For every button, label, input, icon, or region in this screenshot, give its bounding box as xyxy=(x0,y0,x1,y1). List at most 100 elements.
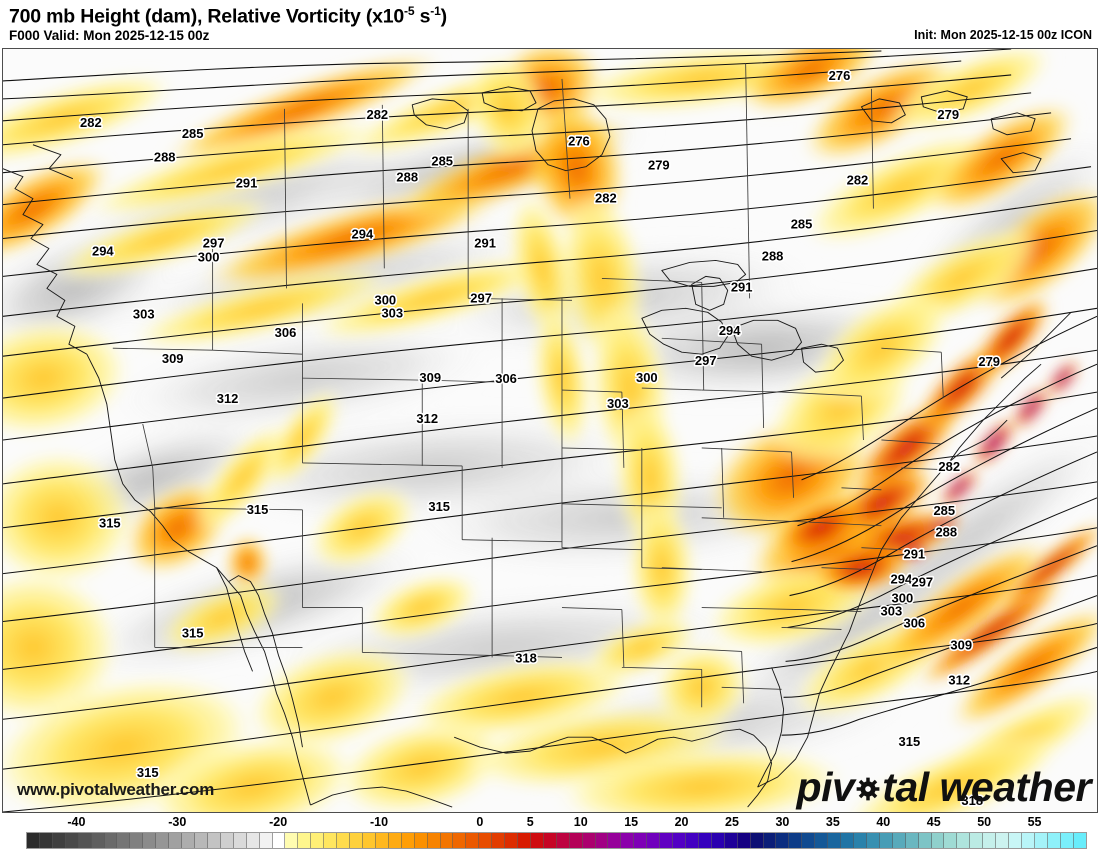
contour-label-halo: 315 xyxy=(428,499,450,514)
colorbar-tick-label: 35 xyxy=(825,815,840,829)
contour-label-halo: 300 xyxy=(198,249,220,264)
contour-label-halo: 285 xyxy=(431,154,453,169)
contour-label: 297 xyxy=(695,353,717,368)
colorbar-cell xyxy=(673,833,687,848)
colorbar-tick-label: 15 xyxy=(624,815,639,829)
contour-label-halo: 312 xyxy=(416,411,438,426)
contour-label: 312 xyxy=(217,391,239,406)
contour-label: 297 xyxy=(911,575,933,590)
colorbar-cell xyxy=(492,833,506,848)
colorbar-cell xyxy=(957,833,971,848)
colorbar-cell xyxy=(233,833,247,848)
contour-label: 276 xyxy=(568,134,590,149)
colorbar-cell xyxy=(1047,833,1061,848)
map-canvas[interactable]: 282 282 285 285 288 288 291 291 294 294 297 297 300 3… xyxy=(2,48,1098,813)
colorbar-cell xyxy=(479,833,493,848)
contour-label: 294 xyxy=(92,243,114,258)
colorbar-tick-label: 20 xyxy=(674,815,689,829)
logo-text-prefix: piv xyxy=(796,764,855,810)
contour-label-halo: 300 xyxy=(892,591,914,606)
contour-label: 288 xyxy=(935,525,957,540)
contour-label-halo: 282 xyxy=(595,191,617,206)
contour-label: 294 xyxy=(352,227,374,242)
contour-label-halo: 303 xyxy=(607,396,629,411)
colorbar-tick-label: 5 xyxy=(526,815,534,829)
colorbar-cell xyxy=(52,833,66,848)
contour-label: 318 xyxy=(961,793,983,808)
contour-label-halo: 306 xyxy=(495,371,517,386)
colorbar-cell xyxy=(892,833,906,848)
colorbar-cell xyxy=(401,833,415,848)
colorbar-cell xyxy=(285,833,299,848)
contour-label-halo: 315 xyxy=(99,516,121,531)
colorbar-cell xyxy=(621,833,635,848)
contour-label: 288 xyxy=(762,248,784,263)
contour-label-halo: 285 xyxy=(791,217,813,232)
contour-label: 285 xyxy=(791,217,813,232)
contour-label-halo: 303 xyxy=(133,306,155,321)
contour-label-halo: 315 xyxy=(247,502,269,517)
colorbar-cell xyxy=(828,833,842,848)
contour-label-halo: 315 xyxy=(899,734,921,749)
header: 700 mb Height (dam), Relative Vorticity … xyxy=(0,0,1100,48)
colorbar-tick-label: 55 xyxy=(1027,815,1042,829)
contour-label: 294 xyxy=(891,572,913,587)
contour-label: 300 xyxy=(636,370,658,385)
colorbar-cell xyxy=(970,833,984,848)
colorbar-cell xyxy=(207,833,221,848)
colorbar-cell xyxy=(841,833,854,848)
contour-label: 282 xyxy=(366,107,388,122)
contour-label: 309 xyxy=(950,637,972,652)
contour-label-halo: 300 xyxy=(636,370,658,385)
colorbar[interactable]: -40 -30 -20 -10 0 5 10 15 20 25 30 35 40 45 50 55 xyxy=(0,815,1100,850)
contour-labels: 2822822852852882882912912942942972973003… xyxy=(78,66,1001,809)
colorbar-tick-label: 10 xyxy=(573,815,588,829)
contour-label-halo: 303 xyxy=(381,305,403,320)
colorbar-tick-label: 25 xyxy=(725,815,739,829)
contour-label-halo: 318 xyxy=(961,793,983,808)
colorbar-cell xyxy=(686,833,699,848)
contour-label: 291 xyxy=(236,176,258,191)
colorbar-cell xyxy=(453,833,467,848)
contour-label-halo: 297 xyxy=(203,235,225,250)
colorbar-cell xyxy=(582,833,596,848)
colorbar-cell xyxy=(647,833,661,848)
contour-label: 288 xyxy=(396,170,418,185)
colorbar-cell xyxy=(298,833,312,848)
contour-label: 312 xyxy=(416,411,438,426)
colorbar-cell xyxy=(143,833,157,848)
contour-label-halo: 285 xyxy=(182,126,204,141)
contour-label-halo: 294 xyxy=(719,323,741,338)
colorbar-cell xyxy=(905,833,919,848)
colorbar-cell xyxy=(1060,833,1074,848)
colorbar-cell xyxy=(65,833,79,848)
colorbar-cell xyxy=(182,833,195,848)
colorbar-gradient-strip[interactable] xyxy=(26,832,1087,849)
colorbar-cell xyxy=(1009,833,1022,848)
colorbar-tick-label: -30 xyxy=(168,815,187,829)
colorbar-tick-label: 40 xyxy=(876,815,891,829)
contour-label: 297 xyxy=(470,290,492,305)
contour-label: 279 xyxy=(978,354,1000,369)
colorbar-cell xyxy=(518,833,531,848)
contour-label: 282 xyxy=(847,173,869,188)
site-watermark: www.pivotalweather.com xyxy=(17,780,215,799)
valid-time-label: F000 Valid: Mon 2025-12-15 00z xyxy=(9,28,210,43)
colorbar-cell xyxy=(854,833,867,848)
colorbar-cell xyxy=(220,833,234,848)
contour-label: 303 xyxy=(607,396,629,411)
colorbar-cell xyxy=(944,833,958,848)
vorticity-positive-field xyxy=(3,49,1097,812)
contour-label-halo: 291 xyxy=(904,547,926,562)
colorbar-cell xyxy=(724,833,738,848)
colorbar-tick-label: 30 xyxy=(775,815,790,829)
colorbar-cell xyxy=(78,833,92,848)
contour-label: 303 xyxy=(881,604,903,619)
colorbar-cell xyxy=(104,833,118,848)
colorbar-tick-label: -40 xyxy=(67,815,86,829)
title-mid-text: s xyxy=(414,5,431,28)
colorbar-cell xyxy=(1034,833,1048,848)
contour-label: 291 xyxy=(904,547,926,562)
contour-label: 300 xyxy=(892,591,914,606)
